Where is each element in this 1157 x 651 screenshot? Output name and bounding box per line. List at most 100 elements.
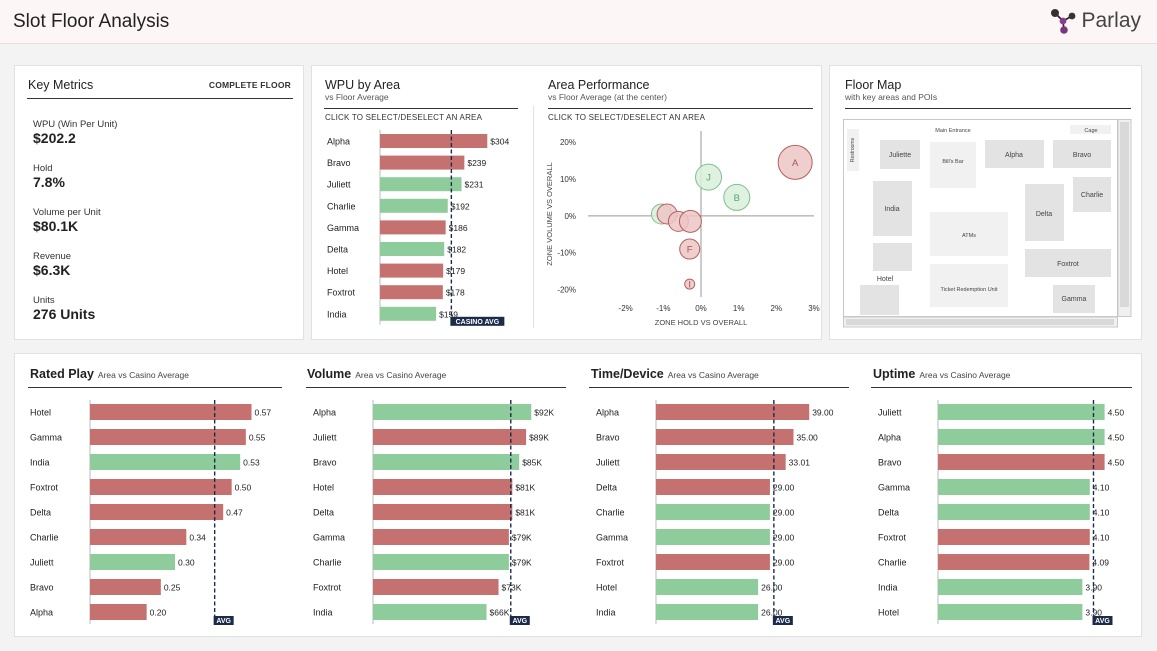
bar-juliett[interactable] <box>380 177 462 192</box>
uptime-bar-chart[interactable]: Juliett 4.50 Alpha 4.50 Bravo 4.50 Gamma 4.10 De… <box>868 398 1133 628</box>
map-area-juliette[interactable] <box>880 140 920 169</box>
map-area-alpha[interactable] <box>985 140 1044 168</box>
wpu-bar-chart[interactable]: Alpha $304 Bravo $239 Juliett $231 Charlie $192… <box>311 125 531 330</box>
map-area-delta[interactable] <box>1025 184 1064 241</box>
bar-hotel[interactable] <box>380 263 444 278</box>
bar-juliett[interactable] <box>938 404 1105 420</box>
bar-bravo[interactable] <box>380 155 465 170</box>
bar-foxtrot[interactable] <box>656 554 770 570</box>
bar-bravo[interactable] <box>90 579 161 595</box>
bar-alpha[interactable] <box>938 429 1105 445</box>
bubble-i[interactable] <box>684 278 696 290</box>
bar-bravo[interactable] <box>938 454 1105 470</box>
bar-gamma[interactable] <box>373 529 509 545</box>
map-area-gamma[interactable] <box>1053 285 1095 313</box>
bar-hotel[interactable] <box>656 579 759 595</box>
average-badge <box>772 616 793 625</box>
bar-delta[interactable] <box>373 504 513 520</box>
value-label: 35.00 <box>797 433 819 443</box>
map-restrooms[interactable] <box>847 129 859 171</box>
map-cage[interactable] <box>1070 125 1111 134</box>
category-label: Charlie <box>327 201 356 211</box>
bar-delta[interactable] <box>380 242 445 256</box>
value-label: $89K <box>529 433 549 443</box>
map-ticket-redemption[interactable] <box>930 264 1008 307</box>
value-label: 26.00 <box>761 608 783 618</box>
bar-delta[interactable] <box>90 504 224 520</box>
map-area-charlie[interactable] <box>1073 177 1111 212</box>
bar-hotel[interactable] <box>373 479 513 495</box>
map-area-foxtrot[interactable] <box>1025 249 1111 277</box>
category-label: Hotel <box>313 483 334 493</box>
average-badge <box>213 616 234 625</box>
area-performance-scatter[interactable]: 20% 10% 0% -10% -20% -2% -1% 0% 1% 2% 3% ZONE HOLD … <box>540 125 822 335</box>
map-label-atms: ATMs <box>962 233 976 239</box>
metric-label-hold: Hold <box>33 163 53 174</box>
bar-charlie[interactable] <box>938 554 1090 570</box>
bar-alpha[interactable] <box>656 404 810 420</box>
value-label: $66K <box>490 608 510 618</box>
bubble-b[interactable] <box>723 183 751 211</box>
value-label: 29.00 <box>773 533 795 543</box>
bar-alpha[interactable] <box>373 404 532 420</box>
bar-india[interactable] <box>90 454 241 470</box>
bar-juliett[interactable] <box>656 454 786 470</box>
bar-charlie[interactable] <box>90 529 187 545</box>
value-label: $79K <box>512 533 532 543</box>
brand-logo[interactable]: Parlay <box>1048 6 1141 36</box>
floor-map[interactable]: Restrooms Main Entrance Cage Juliette Bi… <box>843 119 1132 329</box>
bar-juliett[interactable] <box>373 429 527 445</box>
bar-foxtrot[interactable] <box>938 529 1090 545</box>
bar-alpha[interactable] <box>90 604 147 620</box>
map-area-hotel-top[interactable] <box>873 243 912 271</box>
bar-hotel[interactable] <box>938 604 1083 620</box>
map-label-bravo: Bravo <box>1073 152 1091 159</box>
bar-india[interactable] <box>938 579 1083 595</box>
bar-gamma[interactable] <box>380 220 446 235</box>
category-label: Delta <box>313 508 334 518</box>
category-label: Foxtrot <box>596 558 625 568</box>
bar-gamma[interactable] <box>656 529 770 545</box>
average-badge <box>450 316 505 326</box>
bar-alpha[interactable] <box>380 134 488 148</box>
rated-play-bar-chart[interactable]: Hotel 0.57 Gamma 0.55 India 0.53 Foxtrot 0.50 De… <box>20 398 290 628</box>
bar-india[interactable] <box>380 306 437 321</box>
map-bills-bar[interactable] <box>930 142 976 188</box>
bubble-label: B <box>734 193 740 204</box>
average-badge-label: AVG <box>1095 618 1110 625</box>
time-device-bar-chart[interactable]: Alpha 39.00 Bravo 35.00 Juliett 33.01 Delta 29.… <box>586 398 851 628</box>
bar-charlie[interactable] <box>656 504 770 520</box>
category-label: Alpha <box>596 408 619 418</box>
bar-gamma[interactable] <box>938 479 1090 495</box>
map-atms[interactable] <box>930 212 1008 256</box>
value-label: 29.00 <box>773 483 795 493</box>
bar-india[interactable] <box>656 604 759 620</box>
area-perf-hint: CLICK TO SELECT/DESELECT AN AREA <box>548 113 706 122</box>
volume-bar-chart[interactable]: Alpha $92K Juliett $89K Bravo $85K Hotel $81K De… <box>303 398 568 628</box>
bubble-j[interactable] <box>695 163 723 191</box>
map-horizontal-scroll-thumb[interactable] <box>846 319 1114 325</box>
bubble-label: J <box>706 173 711 184</box>
bar-juliett[interactable] <box>90 554 175 570</box>
map-area-india[interactable] <box>873 181 912 236</box>
bar-delta[interactable] <box>656 479 770 495</box>
bubble-a[interactable] <box>777 144 813 180</box>
bar-hotel[interactable] <box>90 404 252 420</box>
category-label: Juliett <box>327 180 351 190</box>
bar-gamma[interactable] <box>90 429 246 445</box>
map-vertical-scroll-thumb[interactable] <box>1120 122 1129 307</box>
bar-india[interactable] <box>373 604 487 620</box>
bar-charlie[interactable] <box>380 198 448 213</box>
bar-bravo[interactable] <box>373 454 520 470</box>
bar-foxtrot[interactable] <box>380 285 443 300</box>
bubble[interactable] <box>678 209 702 233</box>
bar-charlie[interactable] <box>373 554 509 570</box>
bar-foxtrot[interactable] <box>373 579 499 595</box>
map-area-hotel-bottom[interactable] <box>860 285 899 315</box>
bar-foxtrot[interactable] <box>90 479 232 495</box>
bubble-f[interactable] <box>679 238 701 260</box>
bar-bravo[interactable] <box>656 429 794 445</box>
bar-delta[interactable] <box>938 504 1090 520</box>
map-area-bravo[interactable] <box>1053 140 1111 168</box>
category-label: Foxtrot <box>327 288 356 298</box>
